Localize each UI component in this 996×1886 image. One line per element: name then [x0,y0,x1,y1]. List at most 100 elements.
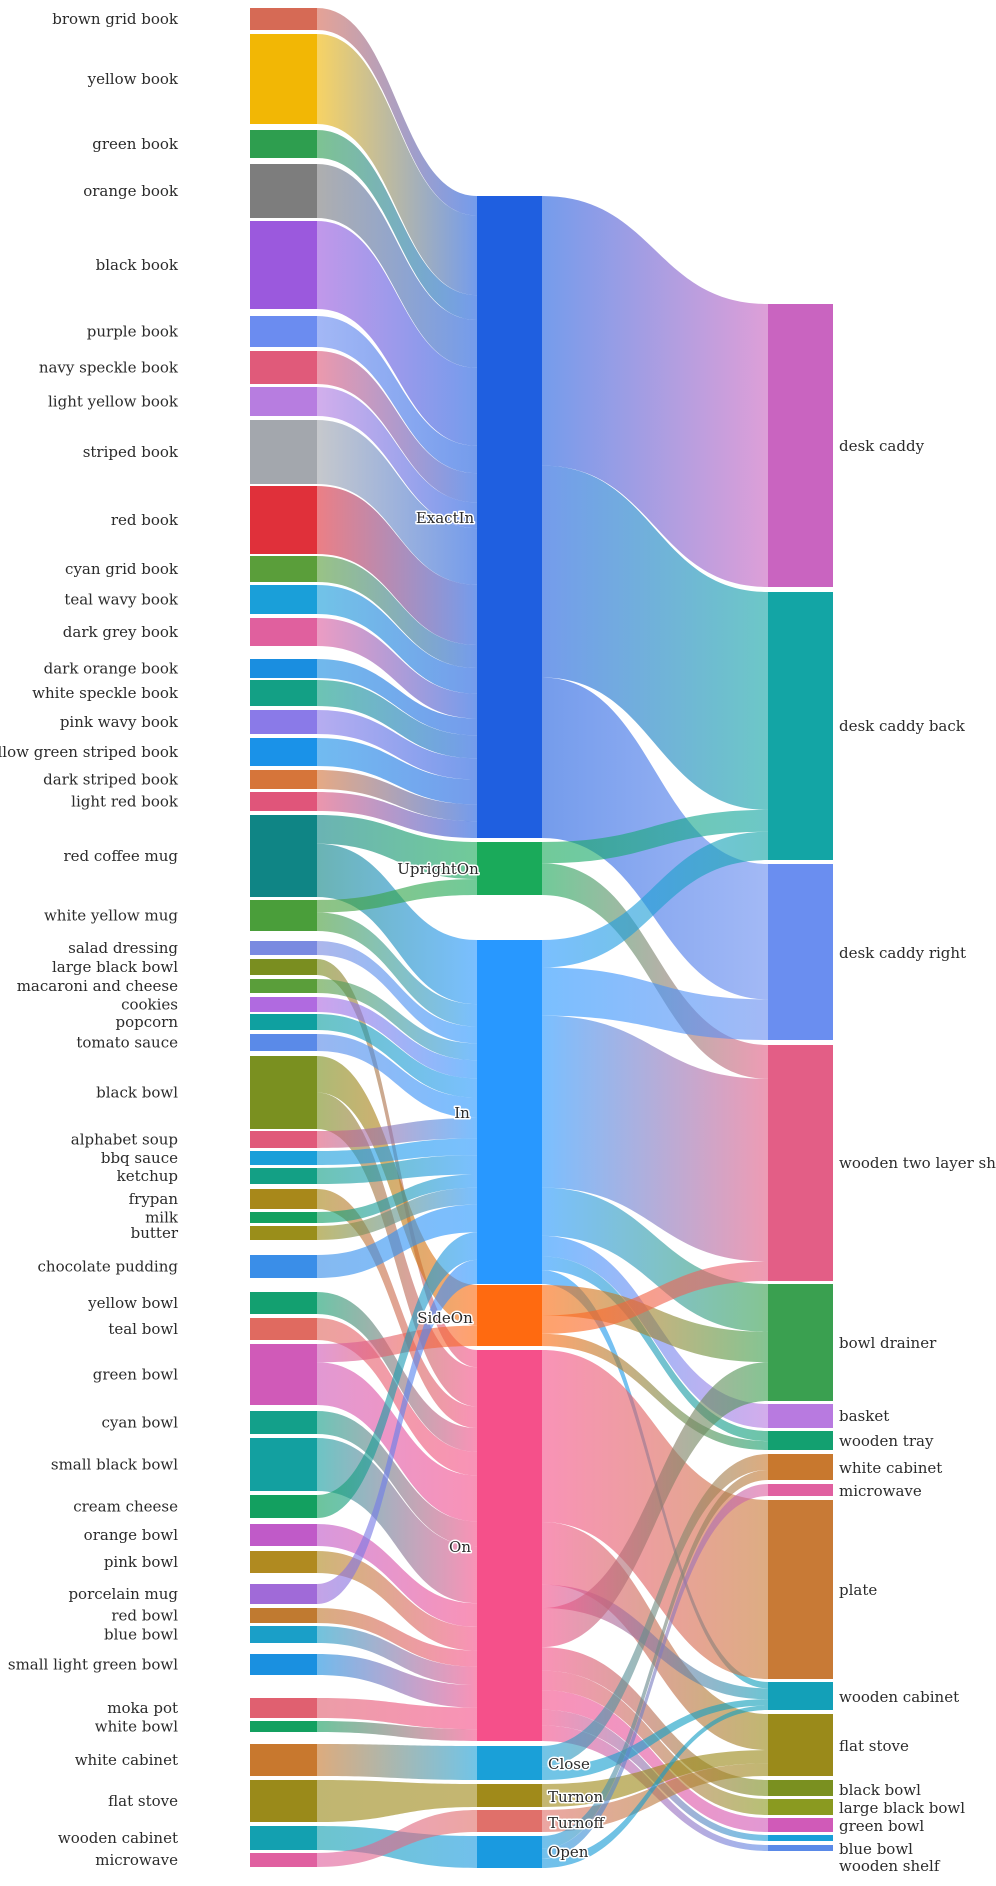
target-label-bowl-drainer: bowl drainer [839,1334,937,1352]
object-node-blue-bowl [250,1626,317,1643]
object-label-porcelain-mug: porcelain mug [68,1585,178,1603]
object-label-large-black-bowl: large black bowl [52,958,178,976]
object-label-orange-book: orange book [83,182,179,200]
link-uprighton-to-wooden-two-layer-shelf [542,863,768,1079]
object-node-brown-grid-book [250,8,317,30]
link-white-speckle-book-to-exactin [317,680,477,759]
target-node-desk-caddy-back [768,592,833,860]
link-green-book-to-exactin [317,130,477,320]
relation-label-uprighton: UprightOn [397,860,479,878]
link-ketchup-to-in [317,1155,477,1184]
object-node-white-bowl [250,1721,317,1732]
object-label-black-book: black book [96,256,179,274]
target-label-wooden-tray: wooden tray [839,1432,934,1450]
target-node-desk-caddy-right [768,864,833,1040]
target-node-large-black-bowl [768,1799,833,1815]
link-dark-grey-book-to-exactin [317,618,477,719]
object-node-red-book [250,486,317,554]
object-node-ketchup [250,1168,317,1184]
object-node-wooden-cabinet [250,1826,317,1850]
link-sideon-to-bowl-drainer [542,1285,768,1363]
object-label-salad-dressing: salad dressing [68,939,178,957]
link-moka-pot-to-on [317,1698,477,1730]
link-on-to-bowl-drainer [542,1362,768,1648]
object-node-black-book [250,221,317,309]
relation-node-turnoff [477,1810,542,1832]
object-node-red-coffee-mug [250,815,317,897]
link-flat-stove-to-turnon [317,1780,477,1822]
link-in-to-desk-caddy-back [542,831,768,968]
link-red-book-to-exactin [317,486,477,645]
object-node-moka-pot [250,1698,317,1718]
link-uprighton-to-desk-caddy-back [542,809,768,864]
object-label-microwave: microwave [95,1851,178,1869]
link-turnon-to-flat-stove [542,1750,768,1807]
object-node-popcorn [250,1014,317,1030]
object-label-green-bowl: green bowl [93,1366,178,1384]
relation-label-turnon: Turnon [548,1788,604,1806]
target-node-wooden-tray [768,1431,833,1450]
link-on-to-large-black-bowl [542,1670,768,1815]
object-node-green-bowl [250,1344,317,1405]
link-tomato-sauce-to-in [317,1034,477,1118]
object-node-pink-wavy-book [250,710,317,734]
relation-node-sideon [477,1285,542,1346]
relation-node-in [477,940,542,1284]
object-label-pink-bowl: pink bowl [104,1553,178,1571]
target-node-black-bowl [768,1780,833,1796]
link-small-light-green-bowl-to-on [317,1654,477,1708]
target-label-microwave: microwave [839,1482,922,1500]
link-purple-book-to-exactin [317,316,477,474]
object-node-teal-wavy-book [250,585,317,614]
relation-node-open [477,1836,542,1868]
object-label-butter: butter [131,1224,179,1242]
links-layer [317,8,768,1868]
object-label-white-speckle-book: white speckle book [32,684,179,702]
object-node-small-black-bowl [250,1438,317,1491]
target-label-flat-stove: flat stove [839,1737,909,1755]
target-label-blue-bowl: blue bowl [839,1840,913,1858]
link-popcorn-to-in [317,1014,477,1098]
object-node-chocolate-pudding [250,1255,317,1278]
object-label-dark-striped-book: dark striped book [43,771,179,789]
link-frypan-to-on [317,1189,477,1429]
relation-label-close: Close [548,1755,590,1773]
target-label-black-bowl: black bowl [839,1781,921,1799]
object-label-red-bowl: red bowl [111,1607,178,1625]
object-node-light-red-book [250,792,317,811]
link-exactin-to-desk-caddy [542,196,768,587]
link-open-to-wooden-cabinet [542,1705,768,1868]
target-label-desk-caddy-right: desk caddy right [839,944,966,962]
target-node-microwave [768,1484,833,1496]
target-label-large-black-bowl: large black bowl [839,1799,965,1817]
link-white-cabinet-to-close [317,1744,477,1780]
link-open-to-white-cabinet [542,1469,768,1849]
object-label-white-cabinet: white cabinet [75,1751,178,1769]
object-node-orange-book [250,164,317,218]
relation-label-turnoff: Turnoff [548,1814,606,1832]
object-node-salad-dressing [250,941,317,955]
object-node-cyan-grid-book [250,556,317,582]
relation-node-uprighton [477,842,542,895]
object-label-wooden-cabinet: wooden cabinet [58,1829,178,1847]
object-label-pink-wavy-book: pink wavy book [60,713,179,731]
relation-label-exactin: ExactIn [416,509,475,527]
link-microwave-to-turnoff [317,1810,477,1867]
object-node-bbq-sauce [250,1151,317,1165]
link-cookies-to-in [317,997,477,1079]
link-in-to-desk-caddy-right [542,967,768,1040]
target-node-wooden-two-layer-shelf [768,1045,833,1281]
link-dark-striped-book-to-exactin [317,770,477,822]
target-node-desk-caddy [768,304,833,587]
object-node-alphabet-soup [250,1131,317,1148]
link-teal-bowl-to-on [317,1318,477,1476]
target-node-white-cabinet [768,1454,833,1480]
link-porcelain-mug-to-in [317,1259,477,1604]
link-teal-wavy-book-to-exactin [317,585,477,694]
object-label-navy-speckle-book: navy speckle book [39,359,179,377]
relation-node-close [477,1746,542,1780]
object-node-purple-book [250,316,317,347]
object-node-large-black-bowl [250,959,317,975]
relation-node-turnon [477,1784,542,1807]
